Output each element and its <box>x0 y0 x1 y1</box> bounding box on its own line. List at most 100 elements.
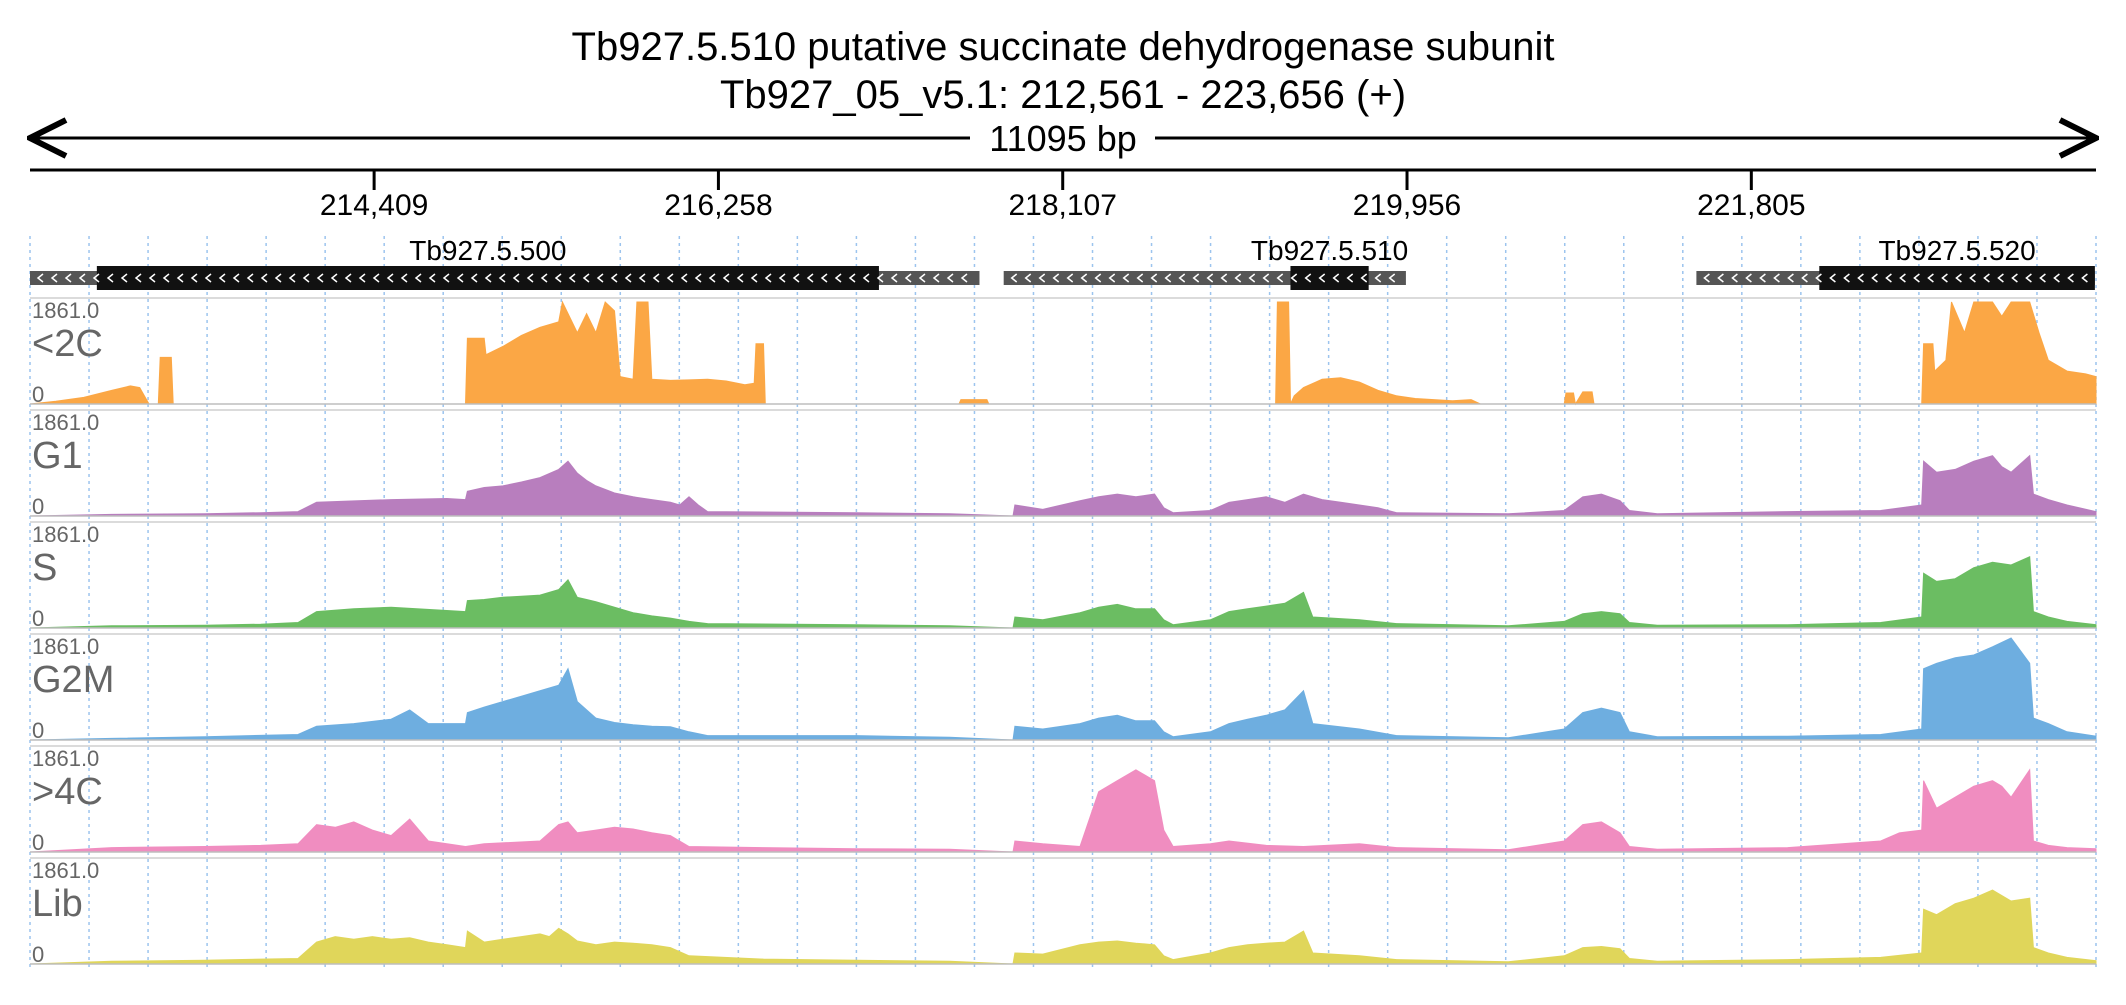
strand-chevron <box>708 273 716 283</box>
strand-chevron <box>1871 273 1878 283</box>
strand-chevron <box>190 273 198 283</box>
track-name: Lib <box>32 883 83 925</box>
strand-chevron <box>876 273 884 283</box>
strand-chevron <box>442 273 450 283</box>
chart-subtitle: Tb927_05_v5.1: 212,561 - 223,656 (+) <box>720 73 1406 117</box>
strand-chevron <box>1038 273 1046 283</box>
strand-chevron <box>652 273 660 283</box>
strand-chevron <box>1262 273 1270 283</box>
strand-chevron <box>2011 273 2018 283</box>
coverage-area <box>29 555 2097 629</box>
gene-label: Tb927.5.510 <box>1251 235 1408 266</box>
strand-chevron <box>1192 273 1200 283</box>
strand-chevron <box>274 273 282 283</box>
strand-chevron <box>400 273 408 283</box>
strand-chevron <box>176 273 184 283</box>
strand-chevron <box>162 273 170 283</box>
strand-chevron <box>1136 273 1144 283</box>
strand-chevron <box>232 273 240 283</box>
strand-chevron <box>1913 273 1920 283</box>
strand-chevron <box>1080 273 1088 283</box>
strand-chevron <box>484 273 492 283</box>
axis-ticks: 214,409 216,258 218,107 219,956 221,805 <box>320 170 1806 222</box>
coverage-track: 1861.0 0 G2M <box>29 633 2097 743</box>
strand-chevron <box>932 273 940 283</box>
strand-chevron <box>1731 273 1738 283</box>
strand-chevron <box>638 273 646 283</box>
strand-chevron <box>512 273 520 283</box>
strand-chevron <box>722 273 730 283</box>
strand-chevron <box>1066 273 1074 283</box>
strand-chevron <box>1332 273 1340 283</box>
track-max-label: 1861.0 <box>32 858 99 883</box>
strand-chevron <box>1318 273 1326 283</box>
strand-chevron <box>1773 273 1780 283</box>
strand-chevron <box>1815 273 1822 283</box>
tick-label: 216,258 <box>664 189 772 222</box>
coverage-area <box>29 768 2097 853</box>
strand-chevron <box>820 273 828 283</box>
strand-chevron <box>554 273 562 283</box>
strand-chevron <box>1759 273 1766 283</box>
coverage-track: 1861.0 0 G1 <box>29 409 2097 519</box>
strand-chevron <box>596 273 604 283</box>
strand-chevron <box>582 273 590 283</box>
strand-chevron <box>904 273 912 283</box>
strand-chevron <box>1164 273 1172 283</box>
span-label: 11095 bp <box>989 118 1136 159</box>
strand-chevron <box>1304 273 1312 283</box>
strand-chevron <box>806 273 814 283</box>
strand-chevron <box>316 273 324 283</box>
tick-label: 218,107 <box>1008 189 1116 222</box>
strand-chevron <box>960 273 968 283</box>
strand-chevron <box>260 273 268 283</box>
strand-chevron <box>1010 273 1018 283</box>
strand-chevron <box>1899 273 1906 283</box>
strand-chevron <box>1346 273 1354 283</box>
coverage-track: 1861.0 0 <2C <box>29 297 2097 407</box>
track-name: G1 <box>32 435 83 477</box>
gene-label: Tb927.5.520 <box>1878 235 2035 266</box>
strand-chevron <box>1178 273 1186 283</box>
strand-chevron <box>1108 273 1116 283</box>
tick-label: 221,805 <box>1697 189 1805 222</box>
strand-chevron <box>1885 273 1892 283</box>
strand-chevron <box>694 273 702 283</box>
strand-chevron <box>330 273 338 283</box>
strand-chevron <box>1150 273 1158 283</box>
strand-chevron <box>92 273 100 283</box>
strand-chevron <box>624 273 632 283</box>
strand-chevron <box>148 273 156 283</box>
strand-chevron <box>1955 273 1962 283</box>
strand-chevron <box>862 273 870 283</box>
strand-chevron <box>1276 273 1284 283</box>
tick-label: 219,956 <box>1353 189 1461 222</box>
track-max-label: 1861.0 <box>32 746 99 771</box>
strand-chevron <box>470 273 478 283</box>
strand-chevron <box>288 273 296 283</box>
strand-chevron <box>764 273 772 283</box>
strand-chevron <box>610 273 618 283</box>
coverage-track: 1861.0 0 >4C <box>29 745 2097 855</box>
strand-chevron <box>1234 273 1242 283</box>
strand-chevron <box>78 273 86 283</box>
tick-label: 214,409 <box>320 189 428 222</box>
strand-chevron <box>1094 273 1102 283</box>
strand-chevron <box>1052 273 1060 283</box>
strand-chevron <box>680 273 688 283</box>
gene-label: Tb927.5.500 <box>409 235 566 266</box>
strand-chevron <box>1941 273 1948 283</box>
strand-chevron <box>302 273 310 283</box>
coverage-area <box>29 454 2097 517</box>
gene-cds <box>96 266 879 290</box>
strand-chevron <box>498 273 506 283</box>
chart-title: Tb927.5.510 putative succinate dehydroge… <box>572 25 1555 69</box>
strand-chevron <box>568 273 576 283</box>
strand-chevron <box>1745 273 1752 283</box>
track-min-label: 0 <box>32 718 44 743</box>
strand-chevron <box>1801 273 1808 283</box>
track-name: <2C <box>32 323 103 365</box>
strand-chevron <box>2067 273 2074 283</box>
